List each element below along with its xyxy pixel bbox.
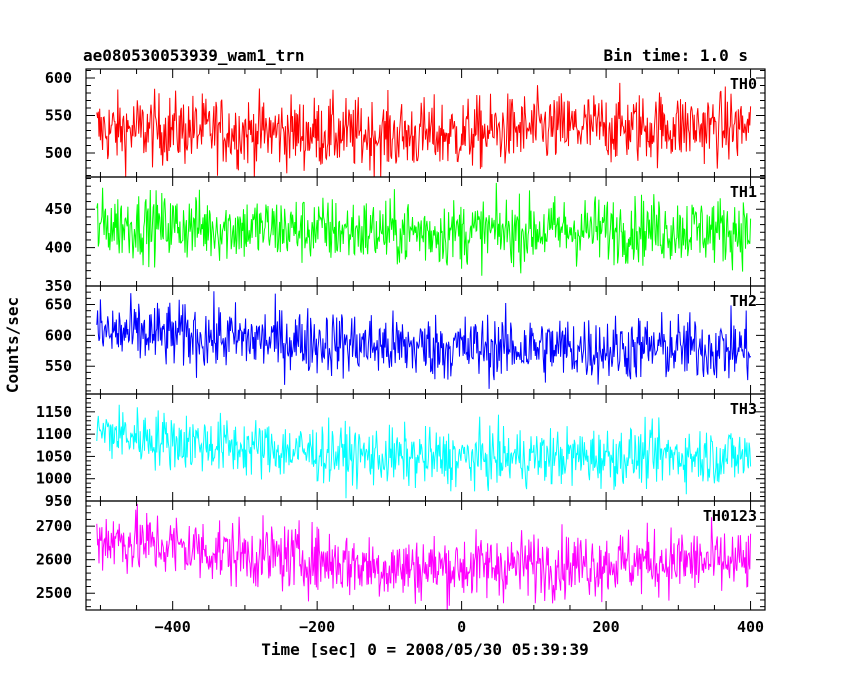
panel-th0: 500 550 600 TH0	[45, 68, 766, 178]
y-tick-label: 1000	[36, 470, 72, 488]
panel-th0123: 2500 2600 2700 TH0123	[36, 500, 766, 611]
chart-title: ae080530053939_wam1_trn	[83, 46, 305, 65]
x-tick-label: −200	[299, 618, 335, 636]
panel-label: TH1	[730, 183, 757, 201]
series-line-th3	[96, 404, 752, 499]
y-tick-label: 2700	[36, 517, 72, 535]
x-tick-label: 0	[457, 618, 466, 636]
series-line-th2	[96, 291, 752, 389]
panel-th3: 950 1000 1050 1100 1150 TH3	[36, 393, 766, 510]
y-tick-label: 1100	[36, 425, 72, 443]
panel-label: TH0	[730, 75, 757, 93]
x-tick-label: 200	[593, 618, 620, 636]
panel-label: TH2	[730, 292, 757, 310]
x-axis-label: Time [sec] 0 = 2008/05/30 05:39:39	[261, 640, 589, 659]
panel-label: TH0123	[703, 507, 757, 525]
y-tick-label: 1050	[36, 447, 72, 465]
panels-group: 500 550 600 TH0 350 400 450 TH1 550 600 650 TH2 950 1…	[36, 68, 766, 611]
y-tick-label: 2600	[36, 551, 72, 569]
panel-th1: 350 400 450 TH1	[45, 176, 766, 295]
y-tick-label: 450	[45, 200, 72, 218]
y-tick-label: 550	[45, 107, 72, 125]
y-tick-label: 950	[45, 492, 72, 510]
y-tick-label: 600	[45, 69, 72, 87]
y-tick-label: 500	[45, 144, 72, 162]
y-tick-label: 350	[45, 277, 72, 295]
x-tick-label: −400	[155, 618, 191, 636]
y-tick-label: 550	[45, 357, 72, 375]
y-tick-label: 400	[45, 239, 72, 257]
series-line-th1	[96, 182, 752, 276]
y-axis-label: Counts/sec	[3, 297, 22, 393]
series-line-th0	[96, 82, 752, 177]
y-tick-label: 1150	[36, 403, 72, 421]
panel-th2: 550 600 650 TH2	[45, 285, 766, 395]
x-axis: −400 −200 0 200 400	[155, 618, 764, 636]
series-line-th0123	[96, 503, 752, 610]
bin-time-label: Bin time: 1.0 s	[604, 46, 749, 65]
y-tick-label: 600	[45, 326, 72, 344]
panel-label: TH3	[730, 400, 757, 418]
y-tick-label: 2500	[36, 584, 72, 602]
y-tick-label: 650	[45, 296, 72, 314]
x-tick-label: 400	[737, 618, 764, 636]
